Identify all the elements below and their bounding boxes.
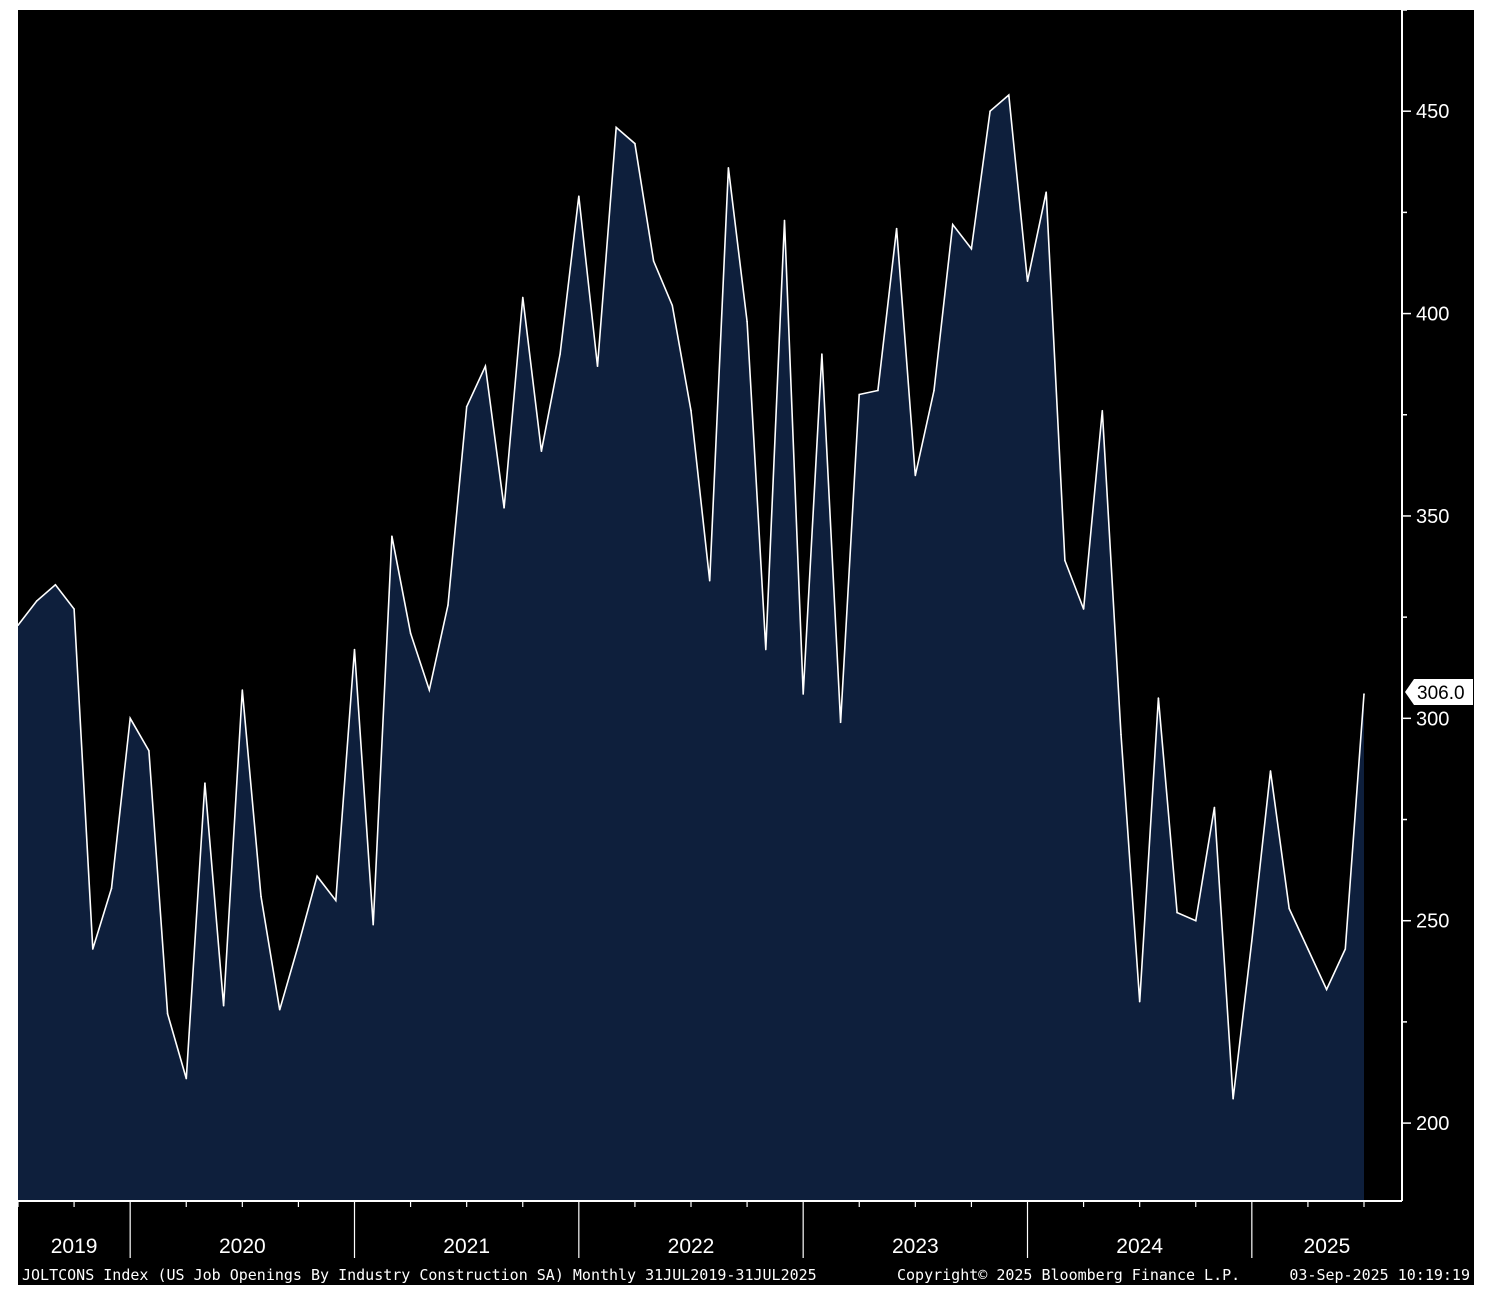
y-tick-label-300: 300: [1416, 708, 1449, 730]
y-tick-label-250: 250: [1416, 911, 1449, 933]
x-axis: 2019 2020 2021 2022 2023 2024 2025: [17, 1201, 1365, 1258]
y-tick-label-450: 450: [1416, 101, 1449, 123]
last-value-marker: 306.0: [1405, 679, 1473, 706]
x-year-label-2023: 2023: [892, 1235, 939, 1258]
x-year-label-2021: 2021: [443, 1235, 490, 1258]
x-year-label-2020: 2020: [219, 1235, 266, 1258]
x-year-label-2024: 2024: [1116, 1235, 1163, 1258]
y-axis: 200 250 300 350 400 450: [1402, 9, 1449, 1135]
x-year-label-2022: 2022: [668, 1235, 715, 1258]
y-tick-label-350: 350: [1416, 506, 1449, 528]
last-value-box: [1405, 679, 1473, 706]
last-value-label: 306.0: [1417, 683, 1465, 704]
series-area: [18, 95, 1364, 1200]
x-year-label-2019: 2019: [51, 1235, 98, 1258]
x-year-label-2025: 2025: [1304, 1235, 1351, 1258]
y-tick-label-400: 400: [1416, 304, 1449, 326]
footer-timestamp: 03-Sep-2025 10:19:19: [1289, 1266, 1470, 1284]
footer-copyright: Copyright© 2025 Bloomberg Finance L.P.: [897, 1266, 1240, 1284]
y-tick-label-200: 200: [1416, 1113, 1449, 1135]
series-line: [17, 93, 1365, 1099]
footer-title: JOLTCONS Index (US Job Openings By Indus…: [22, 1266, 817, 1284]
